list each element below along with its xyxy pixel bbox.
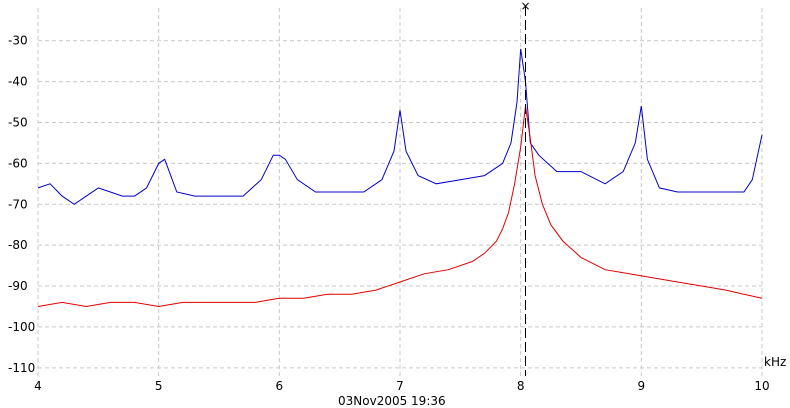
x-unit-label: kHz <box>764 355 786 369</box>
x-tick-label: 4 <box>34 379 42 393</box>
y-tick-label: -70 <box>8 197 28 211</box>
x-tick-label: 9 <box>638 379 646 393</box>
y-tick-label: -30 <box>8 34 28 48</box>
x-axis-ticks: 4 5 6 7 8 9 10 <box>34 379 769 393</box>
y-tick-label: -50 <box>8 115 28 129</box>
timestamp-label: 03Nov2005 19:36 <box>338 394 446 408</box>
y-tick-label: -40 <box>8 75 28 89</box>
cursor-marker[interactable]: × <box>520 0 530 13</box>
x-tick-label: 5 <box>155 379 163 393</box>
grid <box>37 8 763 376</box>
y-axis-ticks: -30 -40 -50 -60 -70 -80 -90 -100 -110 <box>8 34 35 375</box>
series-group <box>37 48 763 308</box>
x-tick-label: 10 <box>754 379 769 393</box>
y-tick-label: -110 <box>8 361 35 375</box>
y-tick-label: -90 <box>8 279 28 293</box>
x-tick-label: 8 <box>517 379 525 393</box>
frequency-cursor[interactable]: × <box>520 0 531 376</box>
series-line-2 <box>37 106 763 308</box>
y-tick-label: -100 <box>8 320 35 334</box>
y-tick-label: -80 <box>8 238 28 252</box>
x-tick-label: 6 <box>276 379 284 393</box>
y-tick-label: -60 <box>8 156 28 170</box>
series-line-1 <box>37 48 763 205</box>
x-tick-label: 7 <box>396 379 404 393</box>
